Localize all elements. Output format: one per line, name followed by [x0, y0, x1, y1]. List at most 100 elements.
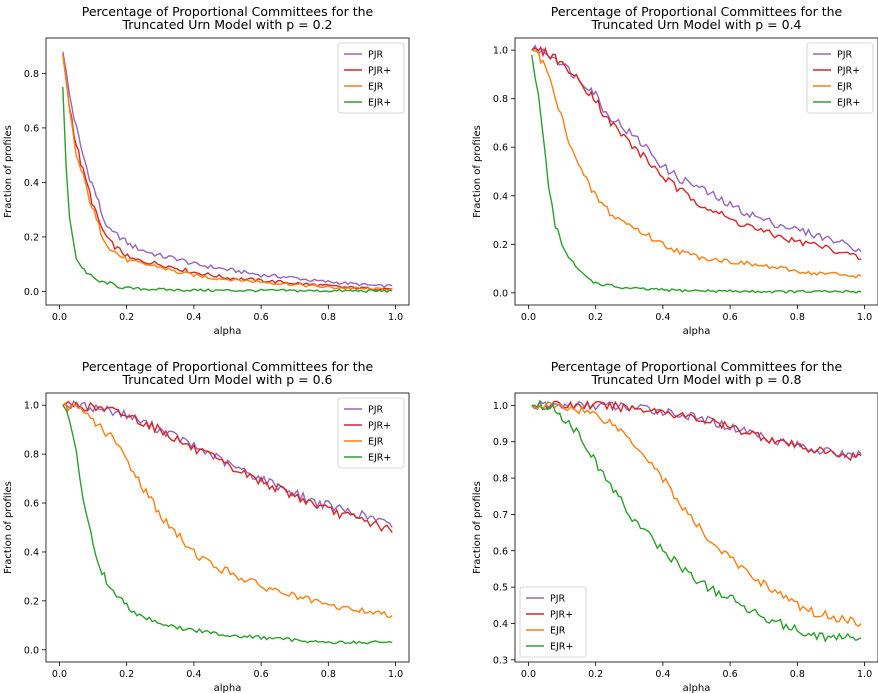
- legend: PJR PJR+ EJR EJR+: [519, 586, 587, 658]
- legend-entry: PJR: [368, 405, 384, 416]
- x-tick-label: 1.0: [388, 312, 403, 323]
- chart-title-line-1: Percentage of Proportional Committees fo…: [551, 4, 843, 19]
- x-tick-label: 0.4: [655, 669, 670, 680]
- y-tick-label: 1.0: [493, 46, 508, 57]
- y-tick-label: 1.0: [493, 401, 508, 412]
- series-line-ejr: [531, 49, 862, 279]
- chart-panel-2: Percentage of Proportional Committees fo…: [472, 4, 878, 337]
- series-line-pjr: [62, 400, 393, 528]
- y-tick-label: 0.2: [493, 240, 508, 251]
- legend: PJR PJR+ EJR EJR+: [337, 397, 405, 469]
- legend-entry: EJR: [368, 437, 384, 448]
- x-tick-label: 0.6: [254, 312, 269, 323]
- chart-title-line-1: Percentage of Proportional Committees fo…: [551, 359, 843, 374]
- series-line-ejr-plus: [62, 404, 393, 645]
- chart-title-line-2: Truncated Urn Model with p = 0.2: [121, 17, 332, 32]
- y-tick-label: 0.0: [24, 287, 39, 298]
- chart-panel-1: Percentage of Proportional Committees fo…: [3, 4, 410, 337]
- y-tick-label: 0.4: [493, 619, 508, 630]
- legend-box: [806, 42, 874, 114]
- legend-entry: EJR+: [837, 98, 860, 109]
- x-tick-label: 0.6: [723, 312, 738, 323]
- x-tick-label: 0.8: [790, 312, 805, 323]
- series-line-ejr-plus: [531, 54, 862, 294]
- legend-box: [337, 397, 405, 469]
- legend-entry: PJR+: [837, 66, 860, 77]
- x-tick-label: 1.0: [857, 669, 872, 680]
- y-tick-label: 0.2: [24, 596, 39, 607]
- x-tick-label: 0.4: [655, 312, 670, 323]
- legend-entry: EJR+: [550, 642, 573, 653]
- y-axis-label: Fraction of profiles: [472, 481, 483, 574]
- x-tick-label: 0.2: [119, 669, 134, 680]
- x-tick-label: 0.0: [52, 312, 67, 323]
- legend-entry: EJR+: [368, 453, 391, 464]
- series-line-ejr-plus: [62, 86, 393, 293]
- x-tick-label: 0.8: [790, 669, 805, 680]
- plot-frame: [45, 37, 410, 306]
- legend-entry: EJR: [837, 82, 853, 93]
- series-line-pjr-plus: [531, 45, 862, 261]
- x-axis-label: alpha: [683, 326, 711, 337]
- x-tick-label: 0.6: [723, 669, 738, 680]
- chart-title-line-2: Truncated Urn Model with p = 0.4: [590, 17, 801, 32]
- x-tick-label: 0.4: [186, 312, 201, 323]
- series-line-ejr: [62, 54, 393, 291]
- x-tick-label: 0.0: [521, 669, 536, 680]
- y-tick-label: 0.9: [493, 437, 508, 448]
- y-axis-label: Fraction of profiles: [3, 125, 14, 218]
- y-tick-label: 0.0: [24, 645, 39, 656]
- legend-entry: EJR: [550, 626, 566, 637]
- x-tick-label: 0.2: [588, 669, 603, 680]
- x-tick-label: 0.4: [186, 669, 201, 680]
- plot-frame: [45, 392, 410, 663]
- series-line-pjr-plus: [531, 400, 862, 462]
- y-tick-label: 0.7: [493, 510, 508, 521]
- x-axis-label: alpha: [214, 683, 242, 693]
- series-line-ejr: [531, 401, 862, 628]
- legend-entry: PJR: [550, 594, 566, 605]
- plot-frame: [514, 37, 878, 306]
- x-tick-label: 0.2: [588, 312, 603, 323]
- y-tick-label: 0.4: [493, 191, 508, 202]
- y-tick-label: 1.0: [24, 401, 39, 412]
- plot-frame: [514, 392, 878, 663]
- chart-panel-4: Percentage of Proportional Committees fo…: [472, 359, 878, 693]
- series-line-ejr-plus: [531, 399, 862, 643]
- series-line-pjr-plus: [62, 400, 393, 533]
- x-tick-label: 0.8: [321, 669, 336, 680]
- chart-title-line-1: Percentage of Proportional Committees fo…: [82, 359, 374, 374]
- chart-panel-3: Percentage of Proportional Committees fo…: [3, 359, 410, 693]
- x-tick-label: 0.0: [52, 669, 67, 680]
- legend: PJR PJR+ EJR EJR+: [337, 42, 405, 114]
- x-tick-label: 0.6: [254, 669, 269, 680]
- y-tick-label: 0.8: [24, 69, 39, 80]
- y-tick-label: 0.4: [24, 178, 39, 189]
- y-tick-label: 0.3: [493, 655, 508, 666]
- series-line-ejr: [62, 401, 393, 619]
- chart-title-line-1: Percentage of Proportional Committees fo…: [82, 4, 374, 19]
- y-tick-label: 0.2: [24, 232, 39, 243]
- x-tick-label: 0.8: [321, 312, 336, 323]
- chart-title-line-2: Truncated Urn Model with p = 0.8: [590, 372, 801, 387]
- y-tick-label: 0.6: [24, 123, 39, 134]
- x-axis-label: alpha: [214, 326, 242, 337]
- y-tick-label: 0.8: [493, 94, 508, 105]
- y-tick-label: 0.6: [24, 499, 39, 510]
- x-tick-label: 1.0: [388, 669, 403, 680]
- series-line-pjr: [531, 44, 862, 253]
- y-tick-label: 0.0: [493, 288, 508, 299]
- y-tick-label: 0.5: [493, 583, 508, 594]
- legend: PJR PJR+ EJR EJR+: [806, 42, 874, 114]
- y-tick-label: 0.6: [493, 546, 508, 557]
- legend-entry: PJR: [368, 50, 384, 61]
- legend-entry: EJR: [368, 82, 384, 93]
- legend-box: [519, 586, 587, 658]
- y-axis-label: Fraction of profiles: [472, 125, 483, 218]
- y-tick-label: 0.8: [24, 450, 39, 461]
- y-axis-label: Fraction of profiles: [3, 481, 14, 574]
- series-line-pjr: [62, 51, 393, 289]
- legend-entry: PJR+: [368, 421, 391, 432]
- x-tick-label: 0.0: [521, 312, 536, 323]
